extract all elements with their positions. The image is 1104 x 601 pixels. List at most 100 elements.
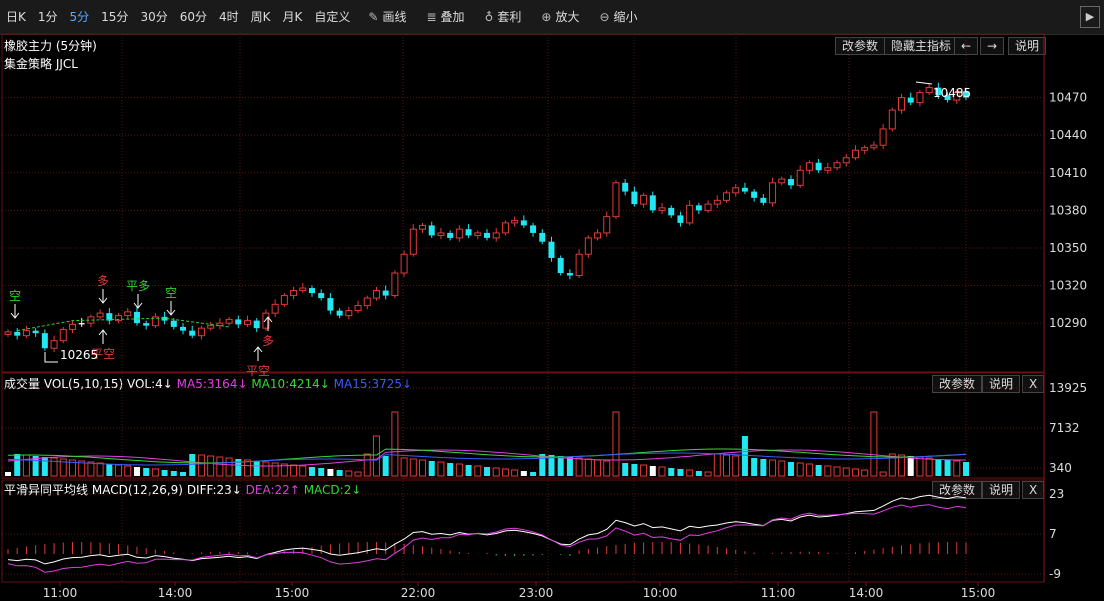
draw-line-button[interactable]: ✎ 画线 [362,5,412,29]
candle-body [751,191,758,198]
candle-body [262,312,270,329]
volume-bar [280,463,288,477]
tab-60min[interactable]: 60分 [174,5,213,29]
overlay-button[interactable]: ≣ 叠加 [420,5,470,29]
ma5-line [7,449,966,467]
volume-bar [428,461,435,476]
volume-bar [235,459,242,476]
macd-params-button[interactable]: 改参数 [932,481,983,499]
candle-body [106,313,113,321]
candle-body [32,330,39,334]
volume-bar [916,456,924,477]
macd-indicator: MACD(12,26,9) [91,483,183,497]
volume-bar [106,464,113,476]
volume-bar [419,459,427,477]
candle-body [143,323,150,326]
volume-bar [778,460,786,477]
macd-help-button[interactable]: 说明 [982,481,1021,499]
candle-body [280,295,288,305]
candle-body [345,310,353,317]
volume-bar [409,458,417,477]
tab-label: 15分 [101,10,129,24]
hide-main-indicator-button[interactable]: 隐藏主指标 [884,37,959,55]
candle-body [916,92,924,104]
candle-body [603,216,611,234]
arbitrage-button[interactable]: ♁ 套利 [479,5,528,29]
macd-value: MACD:2↓ [303,483,362,497]
volume-bar [723,454,730,477]
layers-icon: ≣ [426,10,437,24]
arrow-left-button[interactable]: ← [954,37,979,55]
volume-bar [207,455,215,477]
volume-bar [677,469,684,476]
arrow-right-button[interactable]: → [980,37,1005,55]
candle-body [907,97,914,103]
tab-month-k[interactable]: 月K [277,5,309,29]
candle-body [161,316,168,321]
diff-line [7,494,967,565]
volume-bar [59,458,67,477]
volume-bar [501,468,509,477]
zoom-out-button[interactable]: ⊖ 缩小 [593,5,643,29]
volume-bar [115,464,123,477]
volume-params-button[interactable]: 改参数 [932,375,983,393]
tab-5min[interactable]: 5分 [64,5,96,29]
candle-body [741,187,748,192]
candle-body [824,167,832,171]
candle-body [539,232,546,242]
main-params-button[interactable]: 改参数 [835,37,886,55]
main-help-button[interactable]: 说明 [1008,37,1047,55]
volume-bar [327,469,334,476]
low-price-marker [44,352,58,363]
tab-4h[interactable]: 4时 [213,5,245,29]
volume-bar [170,471,177,476]
macd-close-button[interactable]: X [1022,481,1045,499]
tab-week-k[interactable]: 周K [245,5,277,29]
volume-bar [511,469,519,477]
candle-body [465,229,472,236]
candle-body [78,323,85,325]
ma10-line [7,448,967,464]
time-label: 11:00 [43,586,78,600]
tab-day-k[interactable]: 日K [0,5,32,29]
signal-label: 平空 [91,347,115,361]
candle-body [14,331,21,336]
arrow-up-icon [263,316,273,331]
volume-label: 7132 [1049,421,1080,435]
zoom-in-button[interactable]: ⊕ 放大 [535,5,585,29]
candle-body [170,320,177,327]
volume-close-button[interactable]: X [1022,375,1045,393]
volume-bar [216,456,224,477]
volume-bar [879,471,887,477]
tab-15min[interactable]: 15分 [95,5,134,29]
chevron-right-icon[interactable]: ▶ [1080,6,1100,28]
chart-title: 橡胶主力 (5分钟) [4,39,97,53]
volume-bar [244,459,251,477]
signal-label: 空 [165,286,177,300]
volume-bar [391,411,399,477]
volume-bar [787,462,794,476]
low-price-annotation: 10265 [60,348,98,362]
tab-30min[interactable]: 30分 [134,5,173,29]
tab-custom[interactable]: 自定义 [308,5,356,29]
volume-bar [189,454,196,476]
candle-body [244,320,251,325]
volume-bar [833,466,841,477]
candle-body [409,228,417,255]
price-label: 10290 [1049,316,1087,330]
candle-body [180,326,187,331]
candle-body [649,195,656,211]
volume-bar [318,468,325,476]
candle-body [713,199,721,205]
tab-1min[interactable]: 1分 [32,5,64,29]
volume-bar [935,459,942,476]
candle-body [566,273,573,276]
candle-body [4,331,12,335]
volume-help-button[interactable]: 说明 [982,375,1021,393]
volume-bar [465,465,472,476]
candle-body [474,232,482,236]
volume-bar [336,470,343,476]
tab-label: 60分 [179,10,207,24]
